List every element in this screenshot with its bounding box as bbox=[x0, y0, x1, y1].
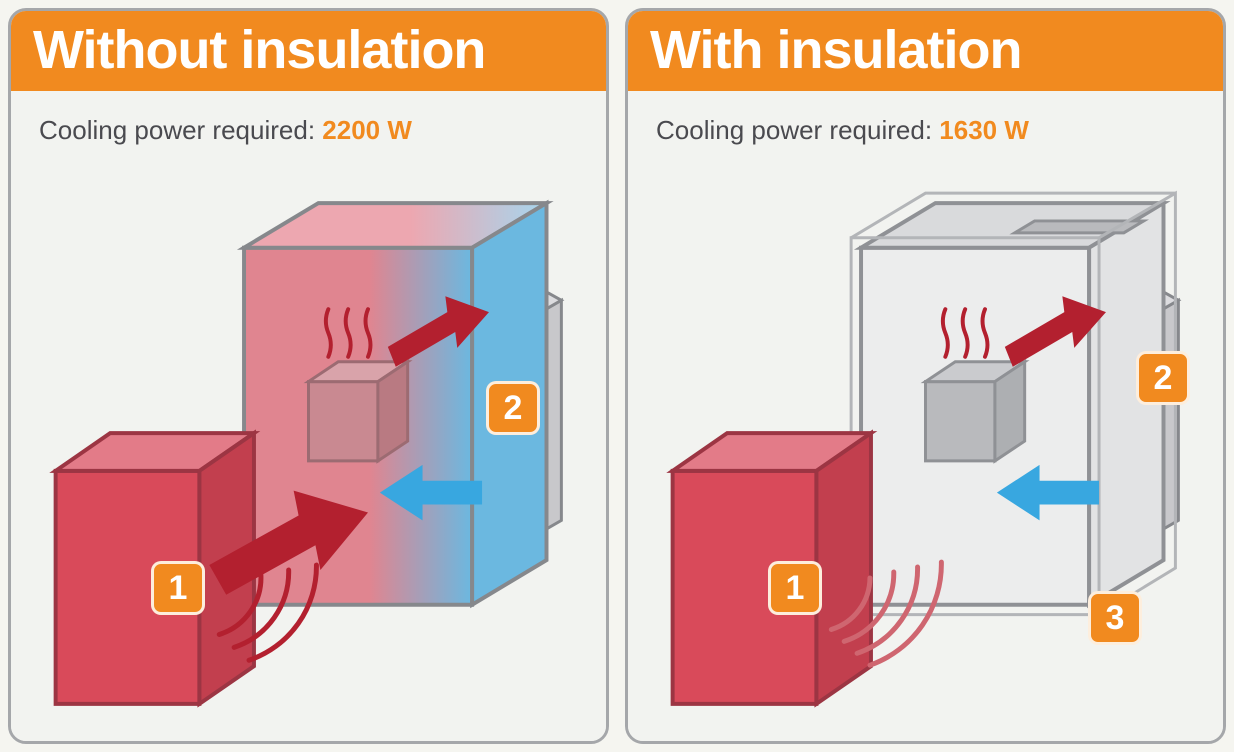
badge-1-right: 1 bbox=[768, 561, 822, 615]
badge-2-right: 2 bbox=[1136, 351, 1190, 405]
diagram-right: 1 2 3 bbox=[628, 161, 1223, 741]
cooling-req-label-right: Cooling power required: bbox=[656, 115, 939, 145]
panel-without-insulation: Without insulation Cooling power require… bbox=[8, 8, 609, 744]
inner-heat-box-icon bbox=[309, 362, 408, 461]
panel-body-right: Cooling power required: 1630 W bbox=[628, 91, 1223, 741]
panel-header-right: With insulation bbox=[628, 11, 1223, 91]
inner-heat-box-icon bbox=[926, 362, 1025, 461]
panel-body-left: Cooling power required: 2200 W bbox=[11, 91, 606, 741]
cooling-req-value-left: 2200 W bbox=[322, 115, 412, 145]
panel-header-left: Without insulation bbox=[11, 11, 606, 91]
cooling-req-left: Cooling power required: 2200 W bbox=[39, 115, 578, 146]
cooling-req-right: Cooling power required: 1630 W bbox=[656, 115, 1195, 146]
badge-2-left: 2 bbox=[486, 381, 540, 435]
cooling-req-value-right: 1630 W bbox=[939, 115, 1029, 145]
badge-1-left: 1 bbox=[151, 561, 205, 615]
panel-with-insulation: With insulation Cooling power required: … bbox=[625, 8, 1226, 744]
diagram-left: 1 2 bbox=[11, 161, 606, 741]
badge-3-right: 3 bbox=[1088, 591, 1142, 645]
cooling-req-label-left: Cooling power required: bbox=[39, 115, 322, 145]
